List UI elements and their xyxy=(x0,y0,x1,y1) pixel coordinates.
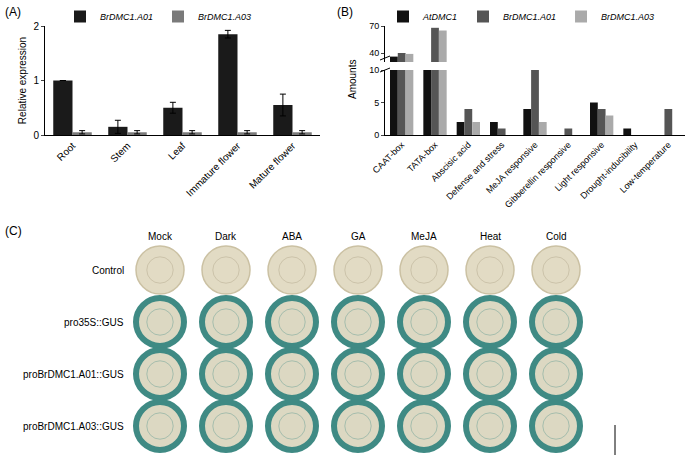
svg-text:Immature flower: Immature flower xyxy=(184,140,243,199)
svg-text:MeJA responsive: MeJA responsive xyxy=(484,140,540,196)
svg-text:proBrDMC1.A01::GUS: proBrDMC1.A01::GUS xyxy=(23,369,124,380)
svg-text:Mature flower: Mature flower xyxy=(247,140,298,191)
svg-text:Light responsive: Light responsive xyxy=(553,140,606,193)
svg-text:TATA-box: TATA-box xyxy=(405,139,440,174)
svg-text:Defense and stress: Defense and stress xyxy=(444,139,506,201)
svg-text:Cold: Cold xyxy=(546,231,567,242)
svg-text:AtDMC1: AtDMC1 xyxy=(422,12,457,22)
svg-text:proBrDMC1.A03::GUS: proBrDMC1.A03::GUS xyxy=(23,421,124,432)
svg-text:Root: Root xyxy=(55,140,78,163)
svg-text:Abscisic acid: Abscisic acid xyxy=(429,140,473,184)
svg-text:0: 0 xyxy=(33,130,39,141)
svg-text:BrDMC1.A01: BrDMC1.A01 xyxy=(503,12,556,22)
svg-text:Control: Control xyxy=(92,265,124,276)
svg-text:ABA: ABA xyxy=(282,231,302,242)
svg-text:Leaf: Leaf xyxy=(166,140,188,162)
svg-text:Gibberellin responsive: Gibberellin responsive xyxy=(503,140,573,210)
svg-text:Heat: Heat xyxy=(480,231,501,242)
svg-text:10: 10 xyxy=(369,65,379,75)
svg-text:2: 2 xyxy=(33,21,39,32)
svg-text:1: 1 xyxy=(33,75,39,86)
svg-text:(B): (B) xyxy=(337,5,353,19)
svg-text:0: 0 xyxy=(374,130,379,140)
svg-text:Drought-inducibility: Drought-inducibility xyxy=(578,139,640,201)
svg-text:BrDMC1.A03: BrDMC1.A03 xyxy=(198,12,251,22)
svg-text:Dark: Dark xyxy=(215,231,237,242)
svg-text:pro35S::GUS: pro35S::GUS xyxy=(64,317,124,328)
svg-text:BrDMC1.A01: BrDMC1.A01 xyxy=(100,12,153,22)
svg-text:MeJA: MeJA xyxy=(411,231,437,242)
svg-text:Mock: Mock xyxy=(148,231,173,242)
svg-text:5: 5 xyxy=(374,98,379,108)
svg-text:(A): (A) xyxy=(5,5,21,19)
svg-text:Low-temperature: Low-temperature xyxy=(618,140,673,195)
svg-text:CAAT-box: CAAT-box xyxy=(371,139,407,175)
svg-text:40: 40 xyxy=(369,48,379,58)
svg-text:Relative expression: Relative expression xyxy=(17,37,28,124)
svg-text:Amounts: Amounts xyxy=(347,60,358,99)
svg-text:(C): (C) xyxy=(5,224,22,238)
svg-text:GA: GA xyxy=(351,231,366,242)
svg-text:70: 70 xyxy=(369,21,379,31)
svg-text:Stem: Stem xyxy=(108,140,132,164)
svg-text:BrDMC1.A03: BrDMC1.A03 xyxy=(601,12,654,22)
